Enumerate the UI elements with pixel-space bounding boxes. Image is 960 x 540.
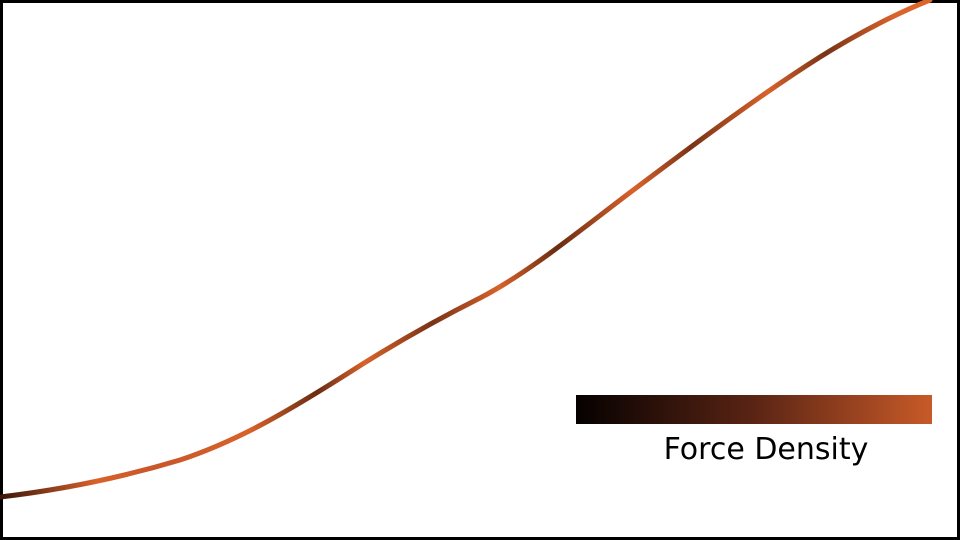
colorbar-legend: [576, 395, 932, 424]
colorbar-gradient: [576, 395, 932, 424]
force-density-curve: [0, 0, 933, 500]
legend-label: Force Density: [663, 432, 869, 467]
